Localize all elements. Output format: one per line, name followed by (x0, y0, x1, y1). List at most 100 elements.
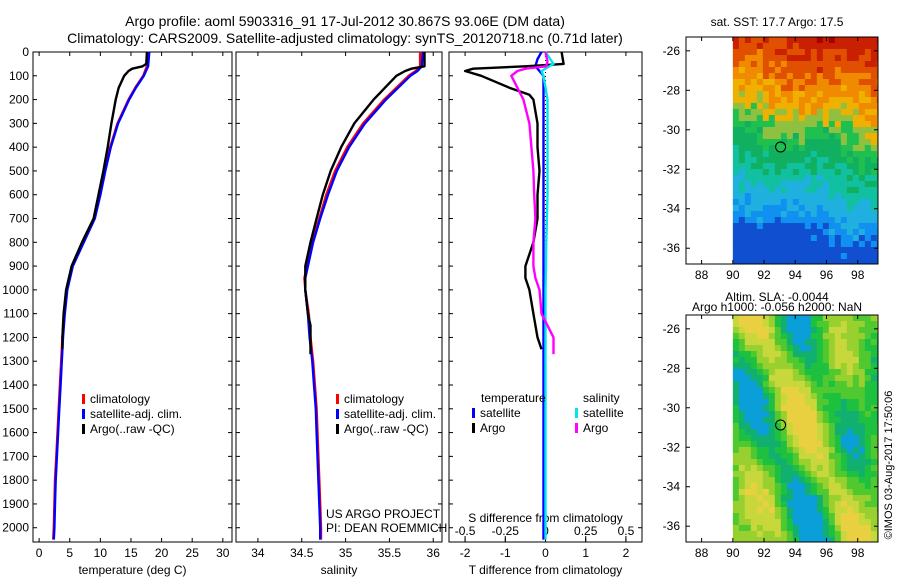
map-cell (744, 351, 752, 358)
map-cell (828, 321, 836, 328)
map-cell (750, 223, 758, 230)
map-cell (870, 393, 878, 400)
map-cell (780, 163, 788, 170)
map-cell (846, 339, 854, 346)
map-cell (864, 369, 872, 376)
map-cell (828, 247, 836, 254)
map-cell (762, 315, 770, 322)
map-cell (738, 43, 746, 50)
map-cell (798, 211, 806, 218)
map-cell (858, 321, 866, 328)
map-cell (780, 381, 788, 388)
map-cell (852, 79, 860, 86)
map-cell (864, 151, 872, 158)
map-cell (822, 477, 830, 484)
map-cell (786, 199, 794, 206)
map-cell (870, 453, 878, 460)
map-cell (768, 163, 776, 170)
map-cell (804, 145, 812, 152)
map-cell (816, 229, 824, 236)
map-x-tick-label: 88 (695, 268, 709, 282)
map-cell (816, 85, 824, 92)
map-cell (870, 369, 878, 376)
map-cell (738, 537, 746, 543)
map-cell (762, 417, 770, 424)
map-cell (798, 369, 806, 376)
map-cell (846, 345, 854, 352)
map-cell (774, 91, 782, 98)
map-cell (864, 43, 872, 50)
map-cell (774, 55, 782, 62)
map-cell (834, 241, 842, 248)
map-cell (786, 259, 794, 265)
map-cell (804, 525, 812, 532)
map-cell (846, 85, 854, 92)
map-cell (780, 501, 788, 508)
map-cell (852, 217, 860, 224)
map-cell (732, 495, 740, 502)
map-cell (768, 327, 776, 334)
map-cell (738, 387, 746, 394)
map-cell (792, 169, 800, 176)
map-cell (822, 429, 830, 436)
map-cell (822, 393, 830, 400)
map-cell (768, 241, 776, 248)
map-cell (870, 67, 878, 74)
map-cell (792, 43, 800, 50)
map-cell (816, 97, 824, 104)
map-cell (846, 465, 854, 472)
map-cell (774, 79, 782, 86)
map-cell (810, 253, 818, 260)
map-cell (828, 43, 836, 50)
map-cell (756, 489, 764, 496)
map-cell (870, 471, 878, 478)
map-cell (768, 121, 776, 128)
map-cell (762, 513, 770, 520)
map-cell (870, 151, 878, 158)
map-cell (768, 217, 776, 224)
map-cell (858, 537, 866, 543)
map-cell (780, 327, 788, 334)
map-cell (768, 465, 776, 472)
map-cell (852, 223, 860, 230)
map-cell (852, 339, 860, 346)
map-cell (798, 411, 806, 418)
map-cell (750, 205, 758, 212)
map-cell (816, 387, 824, 394)
map-cell (828, 235, 836, 242)
map-cell (750, 351, 758, 358)
map-cell (762, 357, 770, 364)
map-cell (780, 519, 788, 526)
map-cell (810, 115, 818, 122)
legend-label: satellite (583, 406, 624, 420)
map-cell (798, 465, 806, 472)
map-cell (768, 471, 776, 478)
map-cell (816, 241, 824, 248)
map-cell (834, 525, 842, 532)
map-x-tick-label: 90 (726, 546, 740, 560)
map-cell (780, 181, 788, 188)
map-cell (816, 435, 824, 442)
map-cell (870, 199, 878, 206)
map-cell (840, 49, 848, 56)
map-cell (750, 67, 758, 74)
map-cell (840, 363, 848, 370)
map-cell (864, 525, 872, 532)
map-cell (768, 315, 776, 322)
map-cell (774, 477, 782, 484)
map-cell (738, 405, 746, 412)
map-cell (732, 501, 740, 508)
map-cell (738, 163, 746, 170)
map-cell (774, 157, 782, 164)
map-cell (792, 459, 800, 466)
map-cell (852, 369, 860, 376)
map-cell (744, 79, 752, 86)
map-cell (798, 405, 806, 412)
map-cell (756, 259, 764, 265)
map-cell (780, 199, 788, 206)
map-cell (732, 181, 740, 188)
map-cell (786, 327, 794, 334)
map-cell (768, 369, 776, 376)
map-cell (858, 483, 866, 490)
